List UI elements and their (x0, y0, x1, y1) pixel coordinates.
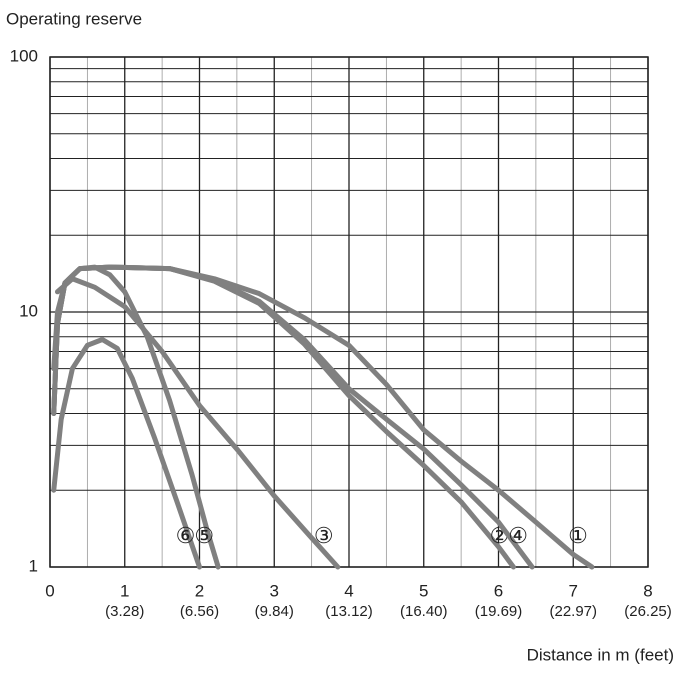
x-tick-sublabel: (3.28) (105, 603, 144, 620)
curve-label: ⑥ (176, 523, 196, 548)
x-tick-sublabel: (16.40) (400, 603, 448, 620)
x-tick-sublabel: (6.56) (180, 603, 219, 620)
curve (54, 276, 341, 570)
curve-label: ④ (508, 523, 528, 548)
x-tick-label: 8 (643, 581, 652, 600)
x-tick-sublabel: (22.97) (549, 603, 597, 620)
x-tick-label: 0 (45, 581, 54, 600)
y-tick-label: 100 (10, 46, 38, 65)
x-tick-label: 3 (270, 581, 279, 600)
x-tick-label: 5 (419, 581, 428, 600)
y-tick-label: 1 (29, 556, 38, 575)
x-tick-sublabel: (9.84) (255, 603, 294, 620)
curve (51, 337, 202, 570)
x-tick-sublabel: (19.69) (475, 603, 523, 620)
y-axis-title: Operating reserve (6, 9, 142, 28)
x-tick-label: 1 (120, 581, 129, 600)
x-tick-label: 4 (344, 581, 353, 600)
curve (51, 264, 221, 570)
x-tick-label: 7 (569, 581, 578, 600)
x-tick-sublabel: (13.12) (325, 603, 373, 620)
x-tick-label: 6 (494, 581, 503, 600)
plot-frame (49, 56, 649, 568)
x-tick-label: 2 (195, 581, 204, 600)
curve-label: ⑤ (194, 523, 214, 548)
x-tick-sublabel: (26.25) (624, 603, 672, 620)
x-axis-title: Distance in m (feet) (527, 645, 674, 664)
curve-label: ① (568, 523, 588, 548)
y-tick-label: 10 (19, 301, 38, 320)
curve-label: ③ (314, 523, 334, 548)
